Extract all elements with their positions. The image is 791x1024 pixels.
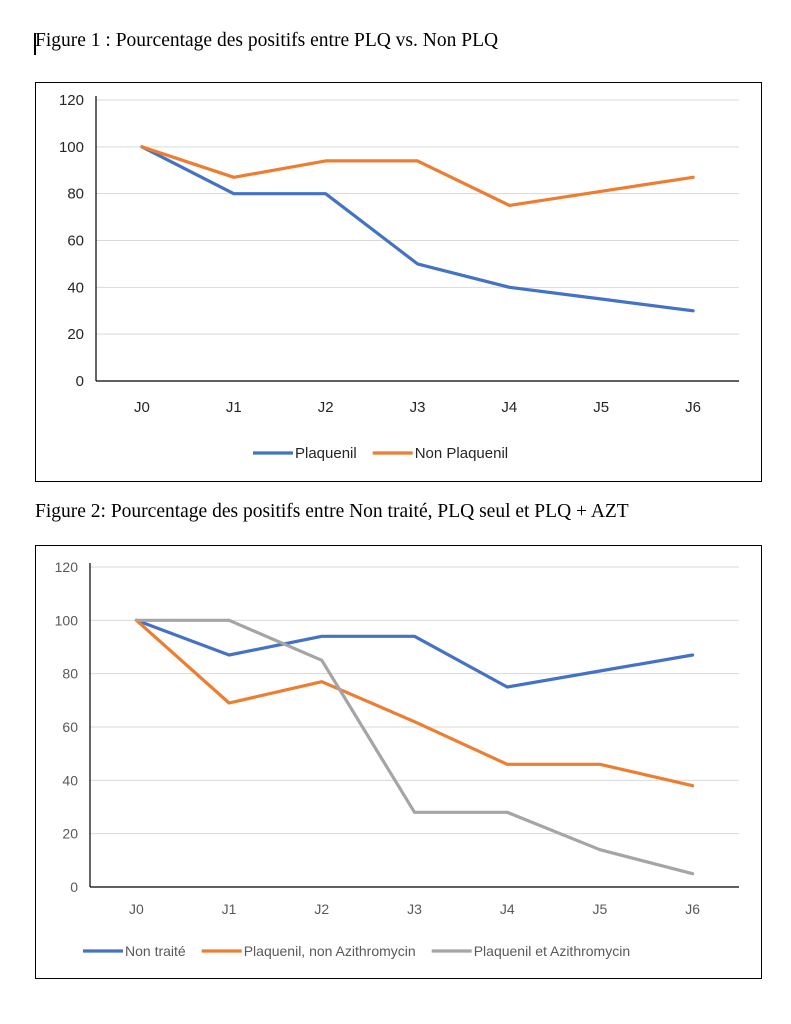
legend-label-1: Plaquenil <box>295 445 357 462</box>
x-tick-label: J6 <box>685 399 701 416</box>
series-line-1 <box>140 145 695 313</box>
x-tick-label: J3 <box>407 901 422 917</box>
legend-label-3: Plaquenil et Azithromycin <box>474 943 630 959</box>
y-tick-label: 20 <box>67 326 84 343</box>
series-line-1 <box>134 618 695 689</box>
y-tick-label: 0 <box>76 373 84 390</box>
x-tick-label: J6 <box>685 901 700 917</box>
figure-2-svg: 0 20 40 60 80 100 120 J0 J1 J2 J3 J4 J5 J6 Non traité P… <box>55 559 739 959</box>
legend-label-1: Non traité <box>125 943 186 959</box>
y-tick-label: 100 <box>55 612 79 628</box>
legend: Non traité Plaquenil, non Azithromycin Pla… <box>83 943 630 959</box>
y-tick-label: 60 <box>62 719 78 735</box>
y-tick-label: 100 <box>59 139 84 156</box>
x-tick-label: J1 <box>226 399 242 416</box>
series-line-2 <box>134 618 695 788</box>
y-tick-label: 80 <box>62 666 78 682</box>
x-tick-label: J4 <box>501 399 517 416</box>
y-tick-label: 40 <box>67 279 84 296</box>
y-tick-label: 0 <box>70 879 78 895</box>
series-line-2 <box>140 145 695 208</box>
figure-2-caption: Figure 2: Pourcentage des positifs entre… <box>35 501 629 522</box>
series-line-3 <box>134 618 695 876</box>
x-tick-label: J0 <box>129 901 144 917</box>
figure-1-chart: 0 20 40 60 80 100 120 J0 J1 J2 J3 J4 J5 J6 Plaquenil No… <box>35 82 762 482</box>
y-tick-label: 120 <box>55 559 79 575</box>
figure-1-caption: Figure 1 : Pourcentage des positifs entr… <box>35 30 499 51</box>
legend-label-2: Plaquenil, non Azithromycin <box>244 943 416 959</box>
legend-label-2: Non Plaquenil <box>415 445 508 462</box>
x-tick-label: J2 <box>314 901 329 917</box>
y-tick-label: 80 <box>67 186 84 203</box>
x-tick-label: J2 <box>318 399 334 416</box>
figure-1-svg: 0 20 40 60 80 100 120 J0 J1 J2 J3 J4 J5 J6 Plaquenil No… <box>59 92 739 462</box>
y-tick-label: 40 <box>62 772 78 788</box>
y-tick-label: 20 <box>62 826 78 842</box>
x-tick-label: J5 <box>593 901 608 917</box>
x-tick-label: J0 <box>134 399 150 416</box>
figure-2-chart: 0 20 40 60 80 100 120 J0 J1 J2 J3 J4 J5 J6 Non traité P… <box>35 545 762 979</box>
legend: Plaquenil Non Plaquenil <box>253 445 508 462</box>
y-tick-label: 60 <box>67 233 84 250</box>
y-tick-label: 120 <box>59 92 84 109</box>
x-tick-label: J4 <box>500 901 515 917</box>
x-tick-label: J1 <box>222 901 237 917</box>
x-tick-label: J3 <box>410 399 426 416</box>
x-tick-label: J5 <box>593 399 609 416</box>
text-cursor <box>34 33 36 55</box>
